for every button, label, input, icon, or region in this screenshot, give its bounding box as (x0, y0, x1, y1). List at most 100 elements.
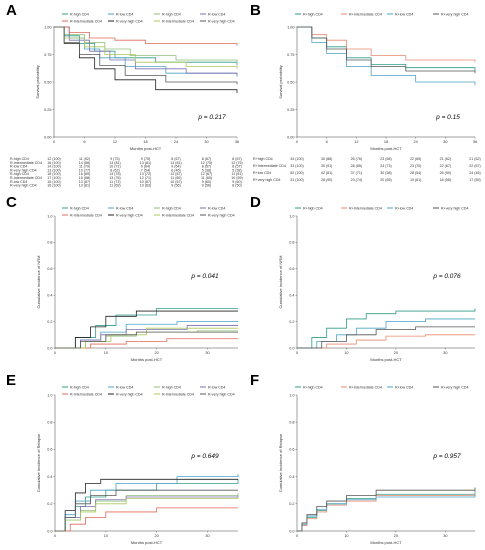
legend-entry: R-very high CD4 (116, 213, 143, 217)
legend-entry: R+low CD4 (395, 206, 413, 210)
series-line-6 (55, 310, 238, 349)
legend-entry: R+Intermediate CD4 (349, 12, 382, 16)
risk-cell: 21 (62) (440, 157, 451, 161)
y-tick-label: 1.0 (47, 393, 52, 397)
risk-row-name: R-Intermediate CD4 (10, 176, 42, 180)
panel-label-b: B (250, 2, 261, 19)
y-tick-label: 1.0 (289, 214, 294, 218)
panel-f: 0.0 0.2 0.4 0.6 0.8 1.0 0 10 20 30 Months post-HCT… (278, 385, 476, 545)
x-tick-label: 30 (443, 534, 447, 538)
panel-label-f: F (250, 372, 260, 389)
legend-entry: R+very high CD4 (441, 12, 468, 16)
series-line-6 (55, 478, 238, 532)
risk-cell: 21 (62) (469, 157, 480, 161)
risk-cell: 10 (77) (79, 168, 90, 172)
series-line-8 (54, 26, 238, 85)
risk-cell: 9 (60) (202, 180, 211, 184)
series-line-5 (55, 338, 238, 349)
series-line-4 (297, 487, 476, 532)
risk-cell: 14 (88) (79, 161, 90, 165)
risk-cell: 26 (76) (351, 157, 362, 161)
risk-cell: 28 (85) (351, 164, 362, 168)
legend-entry: R+high CD4 (303, 12, 323, 16)
x-axis-title: Months post-HCT (130, 146, 162, 151)
y-tick-label: 0.6 (47, 267, 52, 271)
risk-cell: 15 (88) (79, 176, 90, 180)
legend-entry: R-Intermediate CD4 (162, 19, 194, 23)
risk-row-name: R-low CD4 (10, 165, 27, 169)
legend-entry: R-low CD4 (208, 12, 225, 16)
x-axis-title: Months post-HCT (131, 540, 163, 545)
y-tick-label: 0.6 (289, 267, 294, 271)
p-value: p = 0.076 (432, 273, 461, 280)
risk-row-name: R+low CD4 (253, 171, 271, 175)
x-axis-title: Months post-HCT (370, 357, 402, 362)
y-tick-label: 0.4 (47, 294, 52, 298)
x-tick-label: 10 (104, 534, 108, 538)
series-line-6 (54, 26, 238, 93)
series-line-2 (55, 473, 239, 532)
legend-entry: R-Intermediate CD4 (70, 19, 102, 23)
panel-b: 0.00 0.25 0.50 0.75 1.00 0 6 12 18 24 30 36 Months p… (253, 12, 481, 182)
y-axis-title: Survival probability (35, 65, 40, 99)
x-tick-label: 10 (344, 534, 348, 538)
y-tick-label: 0.8 (289, 241, 294, 245)
panel-label-a: A (6, 2, 17, 19)
risk-cell: 16 (100) (47, 184, 60, 188)
risk-cell: 20 (65) (380, 178, 391, 182)
risk-cell: 17 (100) (47, 176, 60, 180)
risk-cell: 12 (75) (231, 161, 242, 165)
y-tick-label: 0.50 (44, 80, 51, 84)
series-line-2 (297, 492, 476, 532)
risk-cell: 12 (67) (170, 172, 181, 176)
risk-cell: 12 (67) (201, 172, 212, 176)
series-line-3 (297, 26, 476, 86)
p-value: p = 0.649 (190, 453, 219, 460)
risk-cell: 8 (57) (202, 165, 211, 169)
legend-entry: R-Intermediate CD4 (162, 213, 194, 217)
x-tick-label: 10 (104, 351, 108, 355)
risk-cell: 14 (78) (109, 172, 120, 176)
risk-cell: 8 (67) (232, 157, 241, 161)
x-tick-label: 36 (235, 140, 239, 144)
risk-cell: 13 (87) (79, 180, 90, 184)
x-tick-label: 30 (443, 140, 447, 144)
y-tick-label: 0.2 (47, 502, 52, 506)
risk-cell: 12 (100) (47, 157, 60, 161)
risk-cell: 11 (69) (109, 184, 120, 188)
y-tick-label: 0.2 (289, 320, 294, 324)
y-tick-label: 1.00 (44, 25, 51, 29)
legend-entry: R-low CD4 (208, 385, 225, 389)
risk-cell: 13 (81) (79, 184, 90, 188)
risk-row-name: R-very high CD4 (10, 168, 37, 172)
legend-entry: R-very high CD4 (116, 392, 143, 396)
risk-cell: 13 (72) (140, 172, 151, 176)
x-tick-label: 20 (155, 534, 159, 538)
y-tick-label: 0.2 (289, 502, 294, 506)
risk-cell: 8 (57) (232, 165, 241, 169)
risk-cell: 37 (71) (351, 171, 362, 175)
x-tick-label: 0 (54, 351, 56, 355)
y-tick-label: 0.6 (47, 448, 52, 452)
series-line-1 (297, 26, 476, 71)
series-line-2 (297, 334, 475, 349)
legend-entry: R-Intermediate CD4 (70, 392, 102, 396)
x-tick-label: 30 (205, 351, 209, 355)
risk-cell: 23 (74) (351, 178, 362, 182)
risk-row-name: R-Intermediate CD4 (10, 161, 42, 165)
risk-cell: 30 (88) (321, 157, 332, 161)
risk-cell: 10 (67) (140, 180, 151, 184)
risk-cell: 9 (60) (232, 180, 241, 184)
legend-entry: R+very high CD4 (441, 385, 468, 389)
y-tick-label: 0.00 (44, 135, 51, 139)
risk-cell: 8 (67) (171, 157, 180, 161)
x-tick-label: 30 (205, 534, 209, 538)
risk-cell: 6 (46) (171, 168, 180, 172)
legend-entry: R-low CD4 (116, 385, 133, 389)
legend-entry: R-high CD4 (70, 12, 89, 16)
y-tick-label: 0.75 (287, 53, 294, 57)
x-tick-label: 18 (384, 140, 388, 144)
risk-cell: 13 (76) (109, 176, 120, 180)
x-tick-label: 20 (394, 534, 398, 538)
